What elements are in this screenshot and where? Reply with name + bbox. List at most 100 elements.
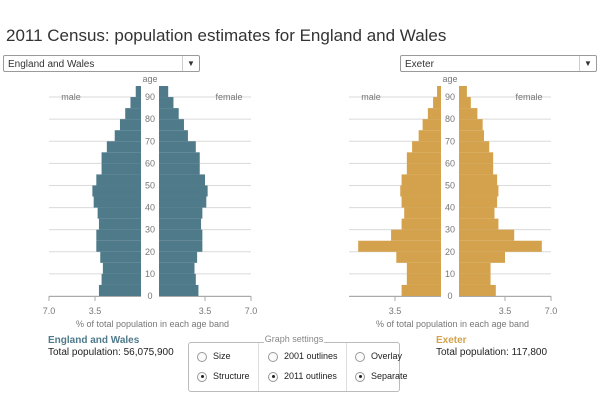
graph-settings-title: Graph settings — [264, 334, 324, 344]
exeter-female-bar — [459, 185, 499, 197]
ew-male-label: male — [61, 92, 81, 102]
exeter-female-bar — [459, 273, 491, 285]
option-2001-outlines[interactable]: 2001 outlines — [268, 350, 338, 362]
ew-female-bar — [159, 97, 174, 109]
ew-male-bar — [101, 152, 141, 164]
option-2011-outlines-label: 2011 outlines — [284, 371, 337, 381]
ew-x-tick: 3.5 — [199, 306, 212, 316]
ew-male-bar — [98, 284, 141, 296]
exeter-age-tick: 60 — [445, 158, 455, 168]
exeter-x-tick: 7.0 — [545, 306, 558, 316]
exeter-x-tick: 3.5 — [389, 306, 402, 316]
exeter-age-tick: 30 — [445, 225, 455, 235]
pyramid-chart-exeter: 0 10 20 30 40 50 60 70 80 90 age male female 3.5 3.5 7.… — [349, 74, 557, 316]
exeter-female-bar — [459, 97, 471, 109]
exeter-male-bar — [358, 240, 441, 252]
ew-female-bar — [159, 251, 198, 263]
option-separate-label: Separate — [371, 371, 408, 381]
exeter-age-tick: 20 — [445, 247, 455, 257]
exeter-female-bar — [459, 108, 478, 120]
exeter-age-tick: 80 — [445, 114, 455, 124]
ew-female-bar — [159, 152, 200, 164]
ew-age-tick: 30 — [145, 225, 155, 235]
exeter-age-tick: 70 — [445, 136, 455, 146]
ew-age-tick: 90 — [145, 92, 155, 102]
radio-overlay[interactable] — [355, 351, 365, 362]
ew-female-bar — [159, 273, 196, 285]
radio-separate[interactable] — [355, 371, 365, 382]
ew-male-bar — [106, 141, 141, 153]
ew-female-bar — [159, 218, 202, 230]
exeter-age-label: age — [442, 74, 457, 84]
ew-age-tick: 0 — [147, 291, 152, 301]
ew-female-bar — [159, 108, 179, 120]
option-overlay-label: Overlay — [371, 351, 403, 361]
ew-female-bar — [159, 174, 205, 186]
ew-male-bar — [96, 229, 141, 241]
exeter-female-bar — [459, 174, 498, 186]
ew-male-bar — [97, 207, 141, 219]
exeter-male-bar — [412, 141, 441, 153]
area-select-right-value: Exeter — [405, 59, 434, 70]
ew-male-bar — [100, 251, 141, 263]
ew-female-bar — [159, 229, 203, 241]
ew-male-bar — [101, 273, 141, 285]
radio-size[interactable] — [197, 351, 207, 362]
exeter-male-bar — [427, 108, 441, 120]
option-separate[interactable]: Separate — [355, 370, 408, 382]
area-select-left[interactable]: England and Wales ▼ — [3, 55, 200, 72]
ew-female-label: female — [215, 92, 242, 102]
ew-male-bar — [130, 97, 141, 109]
ew-male-bar — [102, 262, 141, 274]
exeter-male-bar — [401, 218, 441, 230]
exeter-male-bar — [422, 119, 441, 131]
ew-age-label: age — [142, 74, 157, 84]
graph-settings-panel — [188, 342, 400, 392]
pyramid-chart-england-wales: 0 10 20 30 40 50 60 70 80 90 age male female 7.0 3.5 3.… — [43, 74, 258, 316]
exeter-male-bar — [396, 251, 441, 263]
ew-female-bar — [159, 207, 203, 219]
option-2001-outlines-label: 2001 outlines — [284, 351, 338, 361]
ew-male-bar — [125, 108, 141, 120]
legend-name-left: England and Wales — [48, 335, 140, 346]
ew-male-bar — [92, 185, 141, 197]
exeter-female-bar — [459, 119, 483, 131]
ew-female-bar — [159, 240, 203, 252]
area-select-right[interactable]: Exeter ▼ — [400, 55, 597, 72]
radio-structure[interactable] — [197, 371, 207, 382]
exeter-female-bar — [459, 218, 499, 230]
option-size[interactable]: Size — [197, 350, 231, 362]
radio-2001-outlines[interactable] — [268, 351, 278, 362]
legend-total-right: Total population: 117,800 — [436, 347, 548, 358]
exeter-male-bar — [400, 185, 441, 197]
exeter-female-bar — [459, 262, 491, 274]
radio-2011-outlines[interactable] — [268, 371, 278, 382]
ew-age-tick: 50 — [145, 180, 155, 190]
axis-caption-right: % of total population in each age band — [375, 319, 530, 329]
ew-male-bar — [135, 86, 141, 98]
ew-age-tick: 80 — [145, 114, 155, 124]
option-structure[interactable]: Structure — [197, 370, 250, 382]
legend-name-right: Exeter — [436, 335, 467, 346]
exeter-female-bar — [459, 207, 495, 219]
legend-total-left: Total population: 56,075,900 — [48, 347, 174, 358]
ew-male-bar — [101, 163, 141, 175]
area-select-left-value: England and Wales — [8, 59, 95, 70]
axis-caption-left: % of total population in each age band — [75, 319, 230, 329]
exeter-female-bar — [459, 284, 496, 296]
exeter-female-bar — [459, 152, 494, 164]
ew-female-bar — [159, 185, 208, 197]
exeter-male-bar — [401, 174, 441, 186]
exeter-male-bar — [401, 284, 441, 296]
exeter-x-tick: 3.5 — [499, 306, 512, 316]
option-overlay[interactable]: Overlay — [355, 350, 402, 362]
option-2011-outlines[interactable]: 2011 outlines — [268, 370, 337, 382]
exeter-age-tick: 40 — [445, 203, 455, 213]
chevron-down-icon[interactable]: ▼ — [182, 56, 199, 71]
divider — [258, 343, 259, 391]
exeter-male-bar — [406, 262, 441, 274]
chevron-down-icon[interactable]: ▼ — [579, 56, 596, 71]
exeter-male-bar — [406, 152, 441, 164]
ew-female-bar — [159, 141, 196, 153]
ew-male-bar — [98, 218, 141, 230]
